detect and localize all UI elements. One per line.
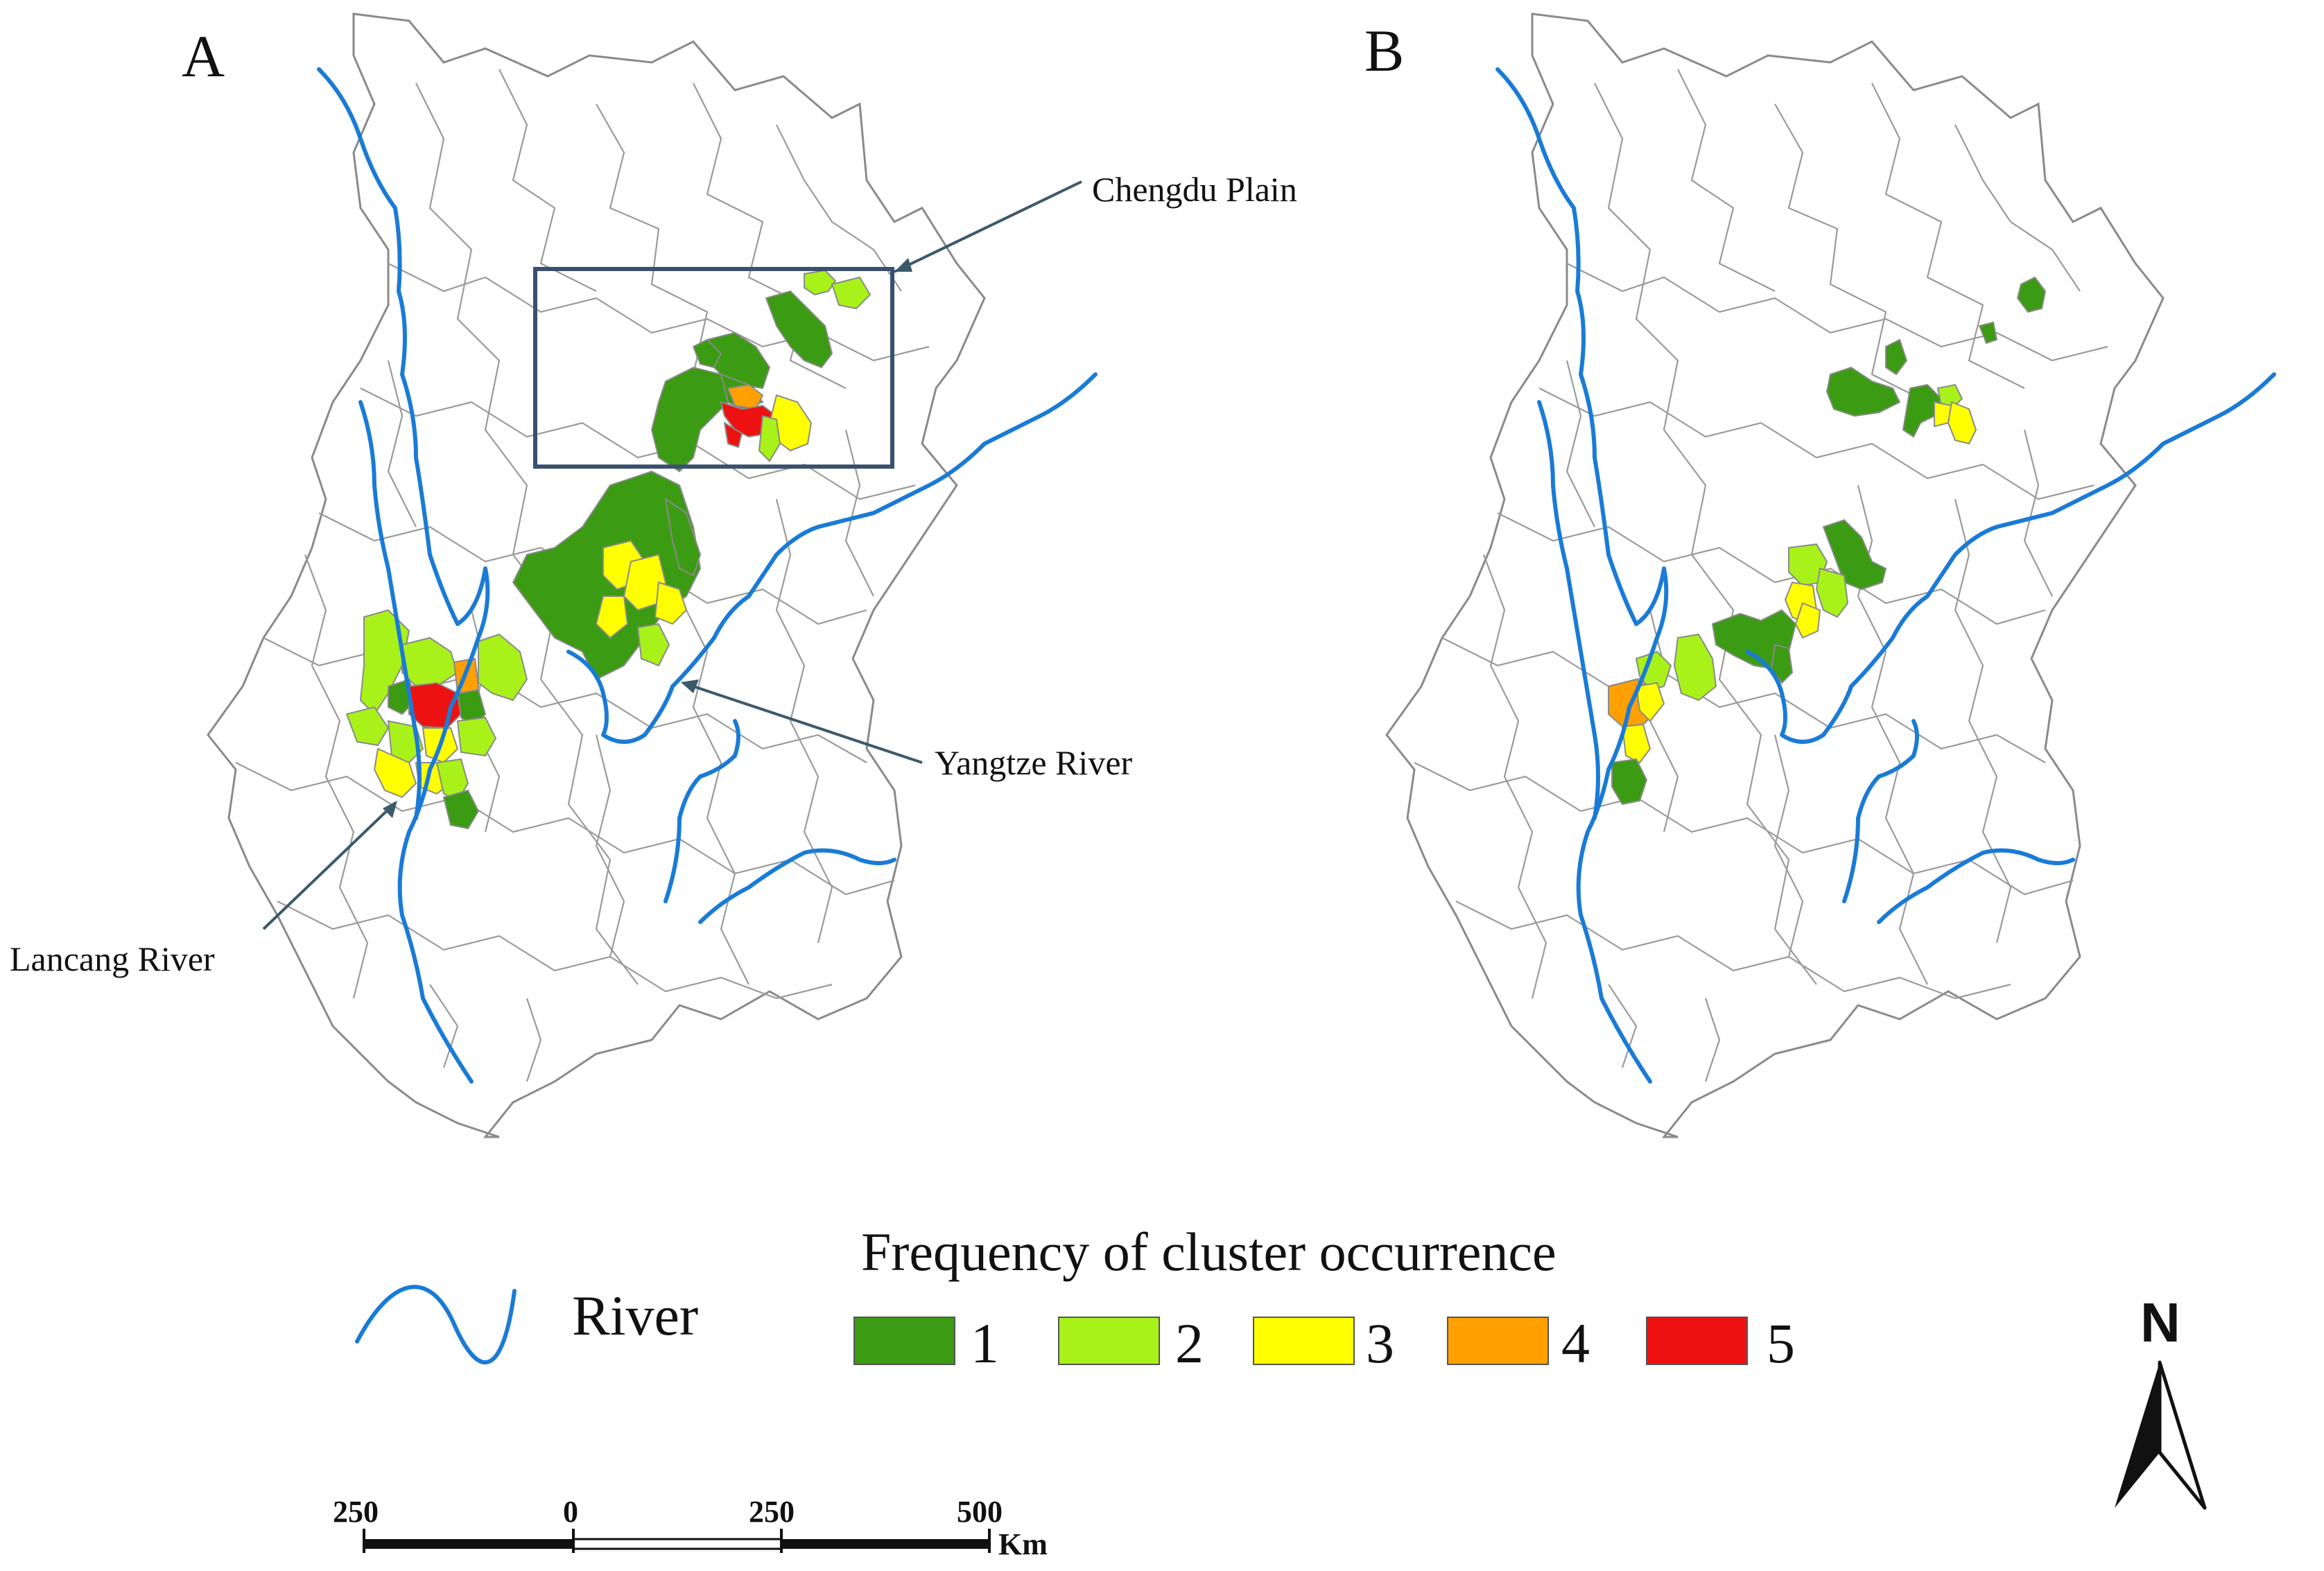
legend: Frequency of cluster occurrence River 1 … [355,1222,1795,1375]
county-cluster [1635,682,1665,722]
county-cluster [1947,401,1977,445]
scale-tick-label: 0 [563,1495,578,1529]
scale-tick-label: 500 [957,1495,1003,1529]
county-cluster [456,716,497,757]
county-cluster [723,422,743,449]
scale-segment-dark [781,1539,989,1549]
legend-river-symbol [355,1285,517,1364]
county-cluster [1826,366,1901,417]
cluster-counties-a [345,269,872,830]
north-arrow-icon: N [2115,1292,2207,1510]
county-cluster [1794,602,1821,639]
lancang-callout-line [262,801,397,930]
legend-label-5: 5 [1767,1312,1795,1375]
legend-label-4: 4 [1561,1312,1590,1375]
county-cluster [1770,643,1794,684]
county-cluster [373,747,417,799]
county-cluster [1822,519,1887,591]
north-label: N [2140,1292,2180,1353]
county-cluster [1673,633,1717,702]
legend-swatch-3 [1253,1317,1355,1365]
lancang-callout-arrow [383,801,397,818]
panel-letter-b: B [1364,17,1404,84]
scale-bar: 250 0 250 500 Km [333,1495,1048,1561]
scale-segment-light [572,1538,783,1550]
legend-label-2: 2 [1175,1312,1204,1375]
county-cluster [664,497,702,577]
county-cluster [1815,567,1849,618]
scale-tick-label: 250 [333,1495,379,1529]
legend-river-label: River [572,1284,698,1347]
region-outline-b [1385,12,2165,1138]
county-cluster [758,415,781,462]
legend-swatch-2 [1058,1317,1160,1365]
chengdu-plain-box [533,267,894,469]
county-cluster [1978,321,1998,345]
panel-letter-a: A [182,23,225,89]
county-cluster [727,383,764,410]
north-arrow-right-half [2158,1360,2207,1510]
map-panel-a: A [10,12,1297,1138]
county-cluster [1902,383,1943,438]
yangtze-callout-arrow [681,679,699,693]
legend-title: Frequency of cluster occurrence [861,1222,1556,1282]
county-cluster [1635,650,1672,691]
legend-label-3: 3 [1366,1312,1394,1375]
legend-swatch-1 [853,1317,955,1365]
county-cluster [595,596,629,639]
county-cluster [478,633,528,702]
county-cluster [442,789,480,830]
chengdu-plain-label: Chengdu Plain [1092,170,1297,209]
county-cluster [654,581,688,625]
scale-segment-dark [364,1539,573,1549]
county-cluster [1611,758,1648,806]
county-cluster [765,290,833,369]
county-cluster [831,276,872,310]
county-cluster [650,366,729,473]
yangtze-river-label: Yangtze River [935,743,1133,782]
legend-label-1: 1 [971,1312,999,1375]
county-cluster [1885,338,1908,376]
scale-tick-label: 250 [749,1495,795,1529]
map-panel-b: B [1364,12,2274,1138]
scale-unit-label: Km [998,1527,1048,1561]
yangtze-callout-line [682,682,923,764]
legend-swatch-4 [1447,1317,1549,1365]
county-cluster [1621,723,1651,764]
county-cluster [2016,276,2047,313]
legend-swatch-5 [1646,1317,1748,1365]
county-cluster [636,623,670,667]
cluster-counties-b [1608,276,2047,806]
chengdu-callout-arrow [894,258,912,272]
county-cluster [345,706,390,747]
lancang-river-label: Lancang River [10,939,215,978]
north-arrow-left-half [2115,1362,2160,1508]
county-cluster [692,338,722,369]
chengdu-callout-line [894,180,1082,273]
